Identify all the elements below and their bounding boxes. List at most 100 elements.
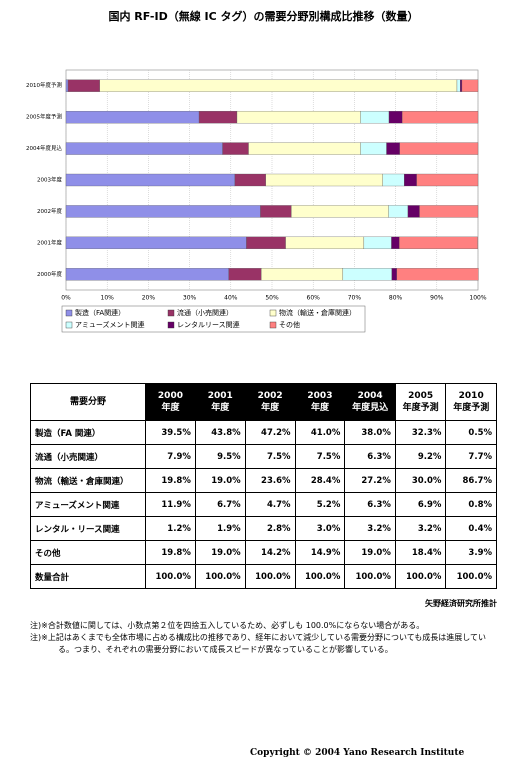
table-cell: 100.0% xyxy=(344,564,396,589)
bar-segment xyxy=(399,142,479,155)
table-cell: 3.2% xyxy=(394,516,447,541)
y-tick-label: 2004年度見込 xyxy=(26,144,62,152)
table-row: アミューズメント関連 11.9% 6.7% 4.7% 5.2% 6.3% 6.9% 0.8% xyxy=(29,492,497,517)
table-cell: 100.0% xyxy=(394,564,447,589)
table-cell: 4.7% xyxy=(244,492,296,517)
table-cell: 3.2% xyxy=(344,516,396,541)
bar-segment xyxy=(382,173,405,187)
table-cell: 14.2% xyxy=(244,540,296,565)
table-cell: 47.2% xyxy=(244,420,296,445)
table-cell: 0.8% xyxy=(445,492,497,517)
bar-segment xyxy=(363,236,392,250)
table-cell: 7.9% xyxy=(145,444,196,469)
header-cell: 2000 年度 xyxy=(145,383,196,421)
legend-label: 製造（FA関連） xyxy=(75,308,125,317)
chart: 0% 10% 20% 30% 40% 50% 60% 70% 80% 90% 100% 2010年度予… xyxy=(26,69,487,333)
header-cell: 2004 年度見込 xyxy=(344,383,396,421)
bar-segment xyxy=(260,205,292,218)
bar-segment xyxy=(391,236,400,250)
note: 注)※合計数値に関しては、小数点第２位を四捨五入しているため、必ずしも 100.… xyxy=(30,621,425,630)
legend-label: レンタルリース関連 xyxy=(177,320,240,329)
x-tick-label: 60% xyxy=(307,295,321,302)
bar-segment xyxy=(399,236,478,250)
legend-swatch xyxy=(65,321,73,329)
bar-segment xyxy=(65,236,247,250)
table-cell: 100.0% xyxy=(145,564,196,589)
table-cell: 23.6% xyxy=(244,468,296,493)
y-tick-label: 2001年度 xyxy=(37,238,62,246)
table-cell: その他 xyxy=(29,540,147,565)
table-cell: 1.9% xyxy=(194,516,246,541)
header-cell: 2003 年度 xyxy=(294,383,346,421)
bar-segment xyxy=(391,268,397,281)
legend-swatch xyxy=(167,309,175,317)
table-cell: 0.4% xyxy=(445,516,497,541)
table-cell: レンタル・リース関連 xyxy=(29,516,147,541)
table-cell: 1.2% xyxy=(145,516,196,541)
legend-swatch xyxy=(65,309,73,317)
bar-segment xyxy=(360,142,387,155)
bar-segment xyxy=(460,79,463,92)
x-tick-label: 0% xyxy=(61,295,71,302)
table-row: 製造（FA 関連） 39.5% 43.8% 47.2% 41.0% 38.0% 32.3% 0… xyxy=(29,420,497,445)
bar-segment xyxy=(65,79,69,92)
legend-label: 流通（小売関連） xyxy=(177,308,233,317)
header-cell: 2002 年度 xyxy=(244,383,296,421)
legend-swatch xyxy=(269,321,277,329)
table-cell: 5.2% xyxy=(294,492,346,517)
legend-swatch xyxy=(269,309,277,317)
header-cell: 2005 年度予測 xyxy=(394,383,447,421)
bar-segment xyxy=(67,79,100,92)
y-tick-label: 2010年度予測 xyxy=(26,81,62,89)
header-cell: 2001 年度 xyxy=(194,383,246,421)
table-cell: 2.8% xyxy=(244,516,296,541)
bar-segment xyxy=(360,110,390,124)
table-cell: 19.0% xyxy=(344,540,396,565)
header-cell: 需要分野 xyxy=(29,383,147,421)
table-cell: 27.2% xyxy=(344,468,396,493)
table-cell: 86.7% xyxy=(445,468,497,493)
bar-segment xyxy=(246,236,286,250)
title: 国内 RF-ID（無線 IC タグ）の需要分野別構成比推移（数量） xyxy=(108,10,419,23)
bar-segment xyxy=(265,173,383,187)
legend-swatch xyxy=(167,321,175,329)
bar-segment xyxy=(416,173,479,187)
notes: 注)※合計数値に関しては、小数点第２位を四捨五入しているため、必ずしも 100.… xyxy=(30,620,497,656)
x-tick-label: 40% xyxy=(224,295,238,302)
bar-segment xyxy=(236,110,361,124)
bar-segment xyxy=(228,268,262,281)
table-cell: 28.4% xyxy=(294,468,346,493)
table-cell: 38.0% xyxy=(344,420,396,445)
bar-segment xyxy=(386,142,400,155)
note: 注)※上記はあくまでも全体市場に占める構成比の推移であり、経年において減少してい… xyxy=(30,633,487,654)
bar-segment xyxy=(222,142,249,155)
table-cell: 9.5% xyxy=(194,444,246,469)
x-tick-label: 100% xyxy=(469,295,486,302)
x-tick-label: 80% xyxy=(389,295,403,302)
y-tick-label: 2002年度 xyxy=(37,207,62,215)
bar-segment xyxy=(456,79,461,92)
header-cell: 2010 年度予測 xyxy=(445,383,497,421)
bar-segment xyxy=(65,110,200,124)
bar-segment xyxy=(65,268,229,281)
table-cell: 0.5% xyxy=(445,420,497,445)
bar-segment xyxy=(388,110,403,124)
bar-segment xyxy=(65,173,236,187)
bar-segment xyxy=(342,268,393,281)
table-row: 数量合計 100.0% 100.0% 100.0% 100.0% 100.0% 100.0%… xyxy=(29,564,497,589)
legend-label: その他 xyxy=(279,320,300,329)
table-cell: 19.8% xyxy=(145,540,196,565)
bar-segment xyxy=(248,142,361,155)
x-tick-label: 10% xyxy=(101,295,115,302)
table-cell: 6.3% xyxy=(344,444,396,469)
table-cell: 数量合計 xyxy=(29,564,147,589)
bar-segment xyxy=(65,142,223,155)
table-cell: 物流（輸送・倉庫関連） xyxy=(29,468,147,493)
bar-segment xyxy=(285,236,365,250)
y-tick-label: 2000年度 xyxy=(37,270,62,278)
bar-segment xyxy=(261,268,344,281)
x-tick-label: 70% xyxy=(348,295,362,302)
data-table: 需要分野 2000 年度 2001 年度 2002 年度 2003 年度 2004 年度見… xyxy=(29,383,497,589)
table-cell: 3.9% xyxy=(445,540,497,565)
